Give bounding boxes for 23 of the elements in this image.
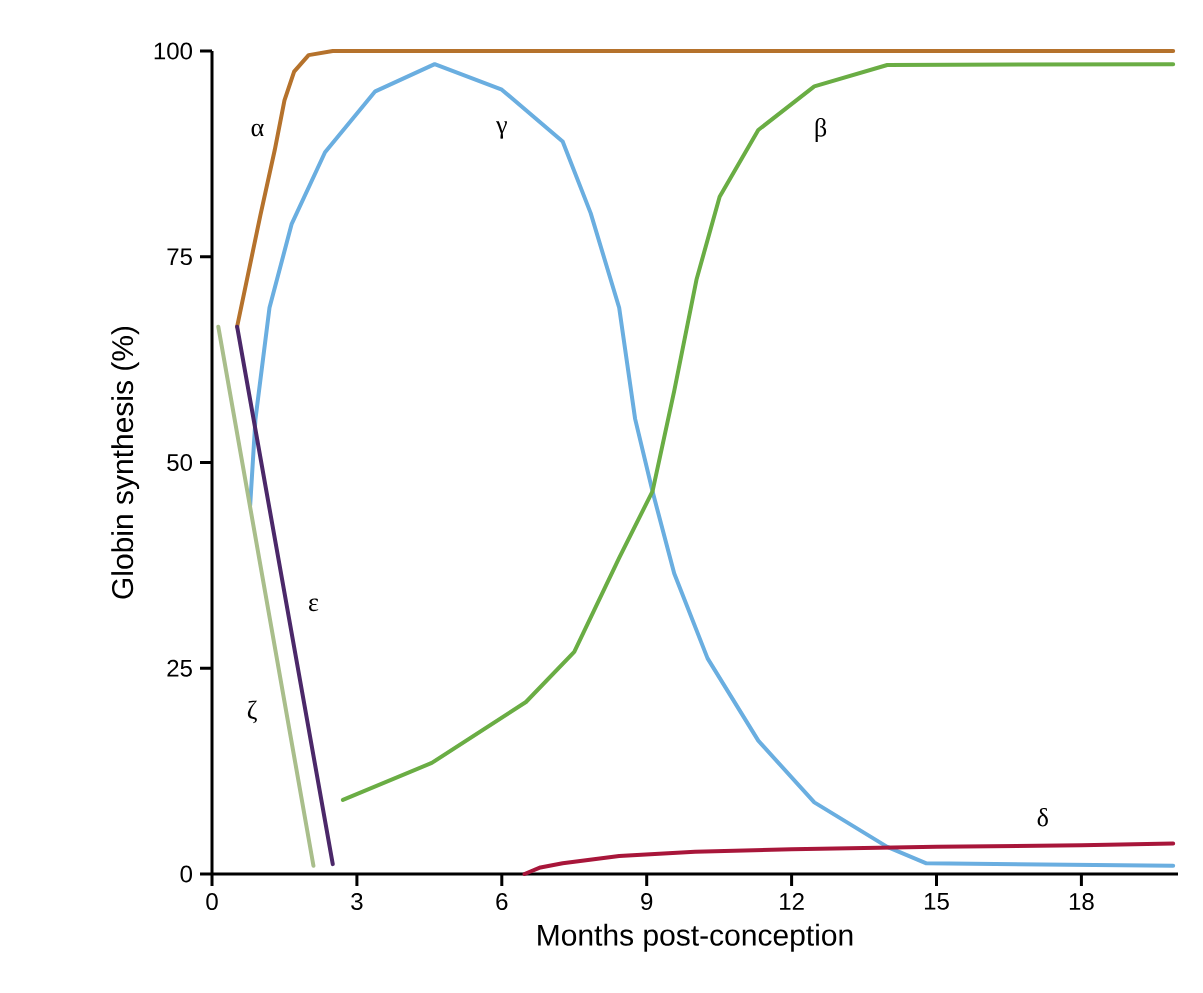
y-tick-label: 100	[154, 42, 193, 60]
x-tick-label: 9	[641, 893, 653, 911]
series-label: ζ	[247, 700, 257, 724]
y-tick-label: 0	[180, 865, 193, 883]
x-tick-label: 0	[206, 893, 218, 911]
series-label: δ	[1037, 808, 1048, 827]
y-tick-label: 50	[167, 454, 193, 471]
x-axis-title: Months post-conception	[538, 923, 853, 952]
line-series	[522, 841, 1176, 876]
series-label: β	[815, 118, 827, 142]
x-tick-label: 3	[351, 893, 363, 911]
x-tick-label: 6	[496, 893, 508, 911]
x-tick-label: 18	[1069, 893, 1094, 911]
y-axis-title: Globin synthesis (%)	[111, 326, 140, 599]
x-tick-label: 12	[780, 893, 804, 910]
y-tick-label: 25	[167, 659, 192, 677]
y-tick-label: 75	[167, 248, 192, 266]
x-tick-label: 15	[924, 893, 949, 910]
line-series	[340, 62, 1176, 802]
series-label: α	[251, 123, 264, 137]
line-series	[248, 62, 1176, 868]
series-label: γ	[496, 121, 507, 139]
series-label: ε	[308, 598, 319, 612]
